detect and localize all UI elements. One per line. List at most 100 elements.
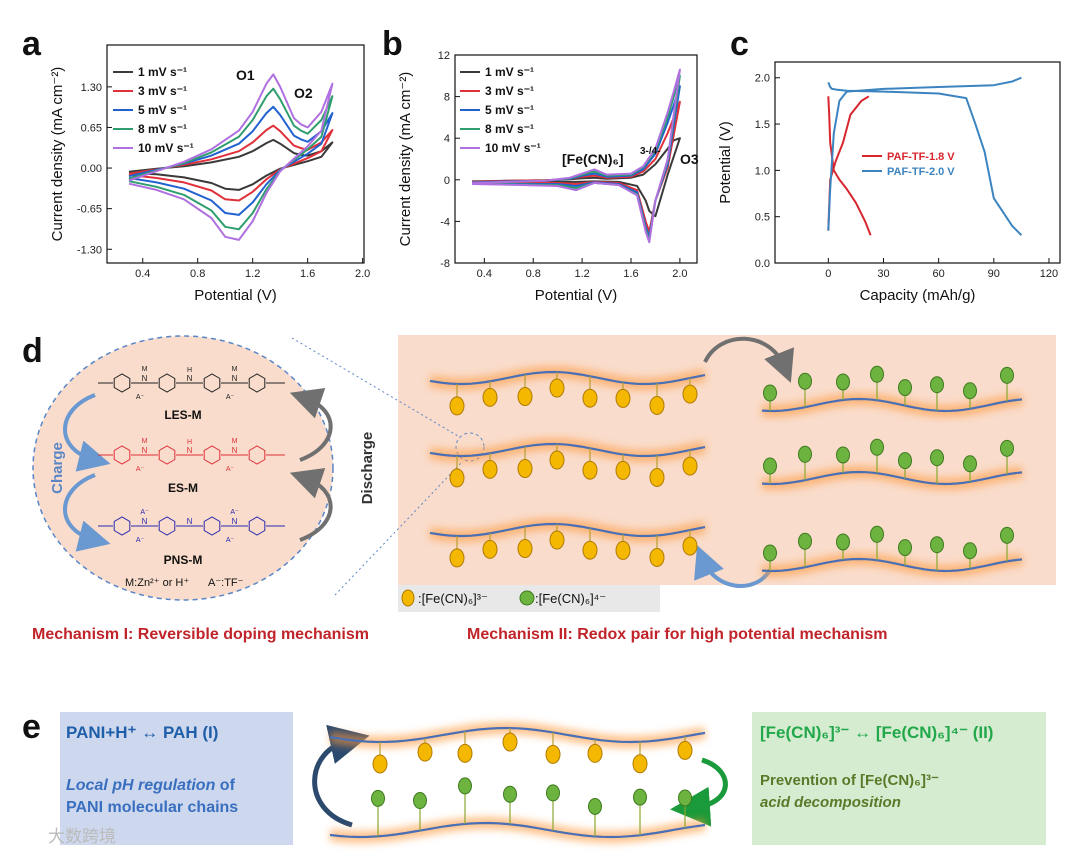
annotation: O3 bbox=[680, 151, 699, 167]
fe4-ion bbox=[930, 536, 944, 554]
equation: PANI+H⁺ ↔ PAH (I) bbox=[66, 723, 218, 742]
fe4-ion bbox=[503, 785, 517, 803]
charge-arrow bbox=[63, 393, 111, 472]
atom-label: M bbox=[142, 366, 148, 373]
panel-label: c bbox=[730, 25, 749, 63]
annotation: O2 bbox=[294, 85, 313, 101]
atom-label: M bbox=[232, 366, 238, 373]
fe4-ion bbox=[798, 532, 812, 550]
fe3-ion bbox=[372, 754, 388, 774]
fe3-ion bbox=[549, 378, 565, 398]
x-axis-label: Capacity (mAh/g) bbox=[860, 287, 976, 304]
benzene-ring bbox=[248, 373, 266, 393]
benzene-ring bbox=[248, 516, 266, 536]
fe4-ion bbox=[963, 455, 977, 473]
y-tick-label: 12 bbox=[438, 50, 450, 62]
series-line bbox=[472, 68, 681, 244]
benzene-ring bbox=[158, 373, 176, 393]
structure-label: ES-M bbox=[168, 481, 198, 495]
benzene-ring bbox=[203, 516, 221, 536]
polymer-chain bbox=[429, 370, 706, 386]
cycle-arrow bbox=[312, 724, 370, 828]
fe4-ion bbox=[870, 365, 884, 383]
description: Prevention of [Fe(CN)₆]³⁻ bbox=[760, 772, 939, 789]
atom-label: M bbox=[232, 438, 238, 445]
atom-label: N bbox=[187, 517, 193, 526]
legend-label: 5 mV s⁻¹ bbox=[138, 103, 187, 117]
zoom-circle bbox=[455, 432, 485, 462]
fe3-ion bbox=[587, 743, 603, 763]
atom-label: M bbox=[142, 438, 148, 445]
fe4-ion bbox=[930, 449, 944, 467]
fe3-ion bbox=[417, 742, 433, 762]
legend-label: PAF-TF-2.0 V bbox=[887, 166, 955, 178]
polymer-chain bbox=[429, 522, 706, 538]
x-axis-label: Potential (V) bbox=[535, 287, 618, 304]
y-tick-label: 8 bbox=[444, 92, 450, 104]
fe3-ion bbox=[517, 459, 533, 479]
fe4-ion bbox=[1000, 526, 1014, 544]
discharge-label: Discharge bbox=[359, 432, 376, 505]
x-tick-label: 0.4 bbox=[135, 268, 150, 280]
fe3-ion bbox=[682, 536, 698, 556]
fe3-ion bbox=[517, 387, 533, 407]
legend-swatch bbox=[401, 589, 415, 607]
fe3-ion bbox=[449, 468, 465, 488]
legend-label: 3 mV s⁻¹ bbox=[485, 84, 534, 98]
atom-label: A⁻ bbox=[136, 466, 145, 473]
fe4-ion bbox=[930, 376, 944, 394]
fe4-ion bbox=[763, 457, 777, 475]
discharge-arrow bbox=[289, 388, 333, 462]
fe4-ion bbox=[870, 438, 884, 456]
description: acid decomposition bbox=[760, 794, 901, 811]
discharge-arrow bbox=[289, 468, 333, 542]
fe3-ion bbox=[682, 456, 698, 476]
legend-label: 1 mV s⁻¹ bbox=[485, 65, 534, 79]
legend-label: 10 mV s⁻¹ bbox=[485, 141, 541, 155]
fe4-ion bbox=[1000, 366, 1014, 384]
atom-label: N bbox=[187, 374, 193, 383]
polymer-chain bbox=[329, 821, 706, 839]
fe4-ion bbox=[678, 789, 692, 807]
y-tick-label: -1.30 bbox=[77, 244, 102, 256]
mechanism-label: Mechanism I: Reversible doping mechanism bbox=[32, 626, 369, 643]
y-tick-label: -0.65 bbox=[77, 204, 102, 216]
atom-label: A⁻ bbox=[226, 394, 235, 401]
polymer-chain bbox=[429, 442, 706, 458]
fe3-ion bbox=[582, 540, 598, 560]
y-tick-label: 0.5 bbox=[755, 212, 770, 224]
legend-label: 1 mV s⁻¹ bbox=[138, 65, 187, 79]
atom-label: N bbox=[232, 374, 238, 383]
fe4-ion bbox=[898, 379, 912, 397]
x-tick-label: 60 bbox=[933, 268, 945, 280]
fe3-ion bbox=[649, 395, 665, 415]
fe4-ion bbox=[836, 446, 850, 464]
fe4-ion bbox=[898, 452, 912, 470]
y-axis-label: Current density (mA cm⁻²) bbox=[397, 72, 414, 247]
y-tick-label: 1.30 bbox=[81, 82, 102, 94]
atom-label: H bbox=[187, 439, 192, 446]
equation: [Fe(CN)₆]³⁻ ↔ [Fe(CN)₆]⁴⁻ (II) bbox=[760, 723, 993, 742]
fe3-ion bbox=[632, 754, 648, 774]
fe4-ion bbox=[633, 788, 647, 806]
fe3-ion bbox=[549, 450, 565, 470]
legend-label: :[Fe(CN)₆]³⁻ bbox=[418, 591, 488, 606]
x-tick-label: 2.0 bbox=[672, 268, 687, 280]
x-tick-label: 0.8 bbox=[190, 268, 205, 280]
panel-label: e bbox=[22, 708, 41, 746]
fe4-ion bbox=[371, 789, 385, 807]
fe4-ion bbox=[546, 784, 560, 802]
x-tick-label: 2.0 bbox=[355, 268, 370, 280]
benzene-ring bbox=[248, 445, 266, 465]
panel-label: d bbox=[22, 332, 43, 370]
fe3-ion bbox=[615, 540, 631, 560]
benzene-ring bbox=[113, 445, 131, 465]
fe3-ion bbox=[482, 387, 498, 407]
y-tick-label: 2.0 bbox=[755, 73, 770, 85]
charge-label: Charge bbox=[49, 442, 66, 494]
fe3-ion bbox=[682, 384, 698, 404]
legend-label: 3 mV s⁻¹ bbox=[138, 84, 187, 98]
y-axis-label: Current density (mA cm⁻²) bbox=[49, 67, 66, 242]
legend-label: :[Fe(CN)₆]⁴⁻ bbox=[535, 591, 606, 606]
